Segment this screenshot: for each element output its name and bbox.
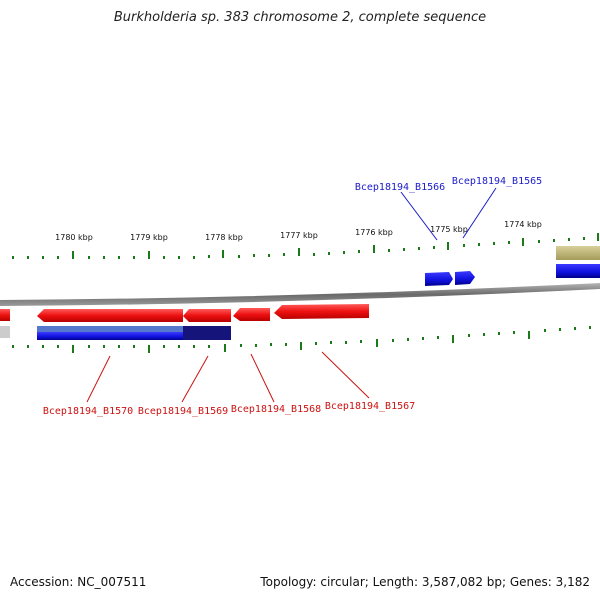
gene-arrow-b1568[interactable] [233, 308, 270, 321]
gene-label-b1566[interactable]: Bcep18194_B1566 [355, 182, 445, 193]
upper-tick-row: 1780 kbp 1779 kbp 1778 kbp 1777 kbp 1776… [12, 220, 599, 259]
callout-line-b1569 [181, 355, 209, 403]
gene-feature-blue-long[interactable] [37, 332, 183, 340]
gene-label-b1568[interactable]: Bcep18194_B1568 [231, 404, 321, 415]
scale-label: 1779 kbp [130, 233, 168, 242]
scale-label: 1776 kbp [355, 228, 393, 237]
scale-label: 1775 kbp [430, 225, 468, 234]
topology-summary: Topology: circular; Length: 3,587,082 bp… [260, 575, 590, 589]
gene-arrow-b1570[interactable] [37, 309, 183, 322]
gene-feature-khaki[interactable] [556, 246, 600, 260]
gene-arrow-partial[interactable] [0, 309, 10, 321]
scale-label: 1778 kbp [205, 233, 243, 242]
upper-minor-ticks [12, 237, 585, 259]
scale-label: 1774 kbp [504, 220, 542, 229]
lower-tick-row [12, 326, 591, 353]
gene-arrow-b1565[interactable] [455, 271, 475, 285]
gene-feature-grey[interactable] [0, 326, 10, 338]
callout-line-b1568 [250, 353, 275, 403]
lower-major-ticks [72, 331, 530, 353]
gene-label-b1569[interactable]: Bcep18194_B1569 [138, 406, 228, 417]
upper-major-ticks [72, 233, 599, 259]
gene-feature-lightblue[interactable] [37, 326, 183, 332]
gene-feature-blue[interactable] [556, 264, 600, 278]
callout-line-b1566 [400, 191, 438, 241]
gene-label-b1570[interactable]: Bcep18194_B1570 [43, 406, 133, 417]
accession-label: Accession: NC_007511 [10, 575, 147, 589]
gene-arrow-b1567[interactable] [274, 304, 369, 319]
reverse-gene-track [0, 304, 369, 340]
gene-label-b1565[interactable]: Bcep18194_B1565 [452, 176, 542, 187]
gene-arrow-b1569[interactable] [183, 309, 231, 322]
forward-gene-track [425, 246, 600, 286]
callout-line-b1570 [86, 355, 111, 403]
gene-label-b1567[interactable]: Bcep18194_B1567 [325, 401, 415, 412]
map-title: Burkholderia sp. 383 chromosome 2, compl… [113, 10, 487, 25]
scale-label: 1777 kbp [280, 231, 318, 240]
lower-minor-ticks [12, 326, 591, 348]
callout-lines [86, 187, 497, 403]
gene-feature-navy[interactable] [183, 326, 231, 340]
gene-arrow-b1566[interactable] [425, 272, 453, 286]
scale-label: 1780 kbp [55, 233, 93, 242]
callout-line-b1565 [462, 187, 497, 239]
chromosome-backbone [0, 283, 600, 306]
callout-line-b1567 [321, 351, 370, 399]
